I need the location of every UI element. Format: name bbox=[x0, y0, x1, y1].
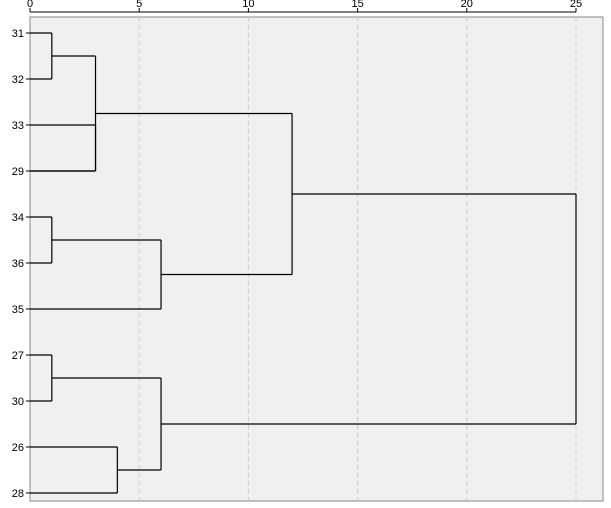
plot-area bbox=[29, 16, 604, 502]
x-tick-label: 25 bbox=[570, 0, 582, 10]
leaf-labels: 31 32 33 29 34 36 35 27 30 26 28 bbox=[12, 28, 30, 500]
x-tick-label: 10 bbox=[242, 0, 254, 10]
x-tick-label: 5 bbox=[136, 0, 142, 10]
leaf-label: 34 bbox=[12, 212, 24, 224]
leaf-label: 29 bbox=[12, 166, 24, 178]
leaf-label: 28 bbox=[12, 488, 24, 500]
dendrogram-links bbox=[30, 32, 577, 494]
x-axis: 0 5 10 15 20 25 bbox=[27, 0, 582, 13]
leaf-label: 30 bbox=[12, 396, 24, 408]
x-tick-label: 20 bbox=[461, 0, 473, 10]
x-tick-label: 15 bbox=[351, 0, 363, 10]
leaf-label: 36 bbox=[12, 258, 24, 270]
leaf-label: 32 bbox=[12, 74, 24, 86]
leaf-label: 35 bbox=[12, 304, 24, 316]
leaf-label: 26 bbox=[12, 442, 24, 454]
leaf-label: 27 bbox=[12, 350, 24, 362]
leaf-label: 33 bbox=[12, 120, 24, 132]
leaf-label: 31 bbox=[12, 28, 24, 40]
x-tick-label: 0 bbox=[27, 0, 33, 10]
